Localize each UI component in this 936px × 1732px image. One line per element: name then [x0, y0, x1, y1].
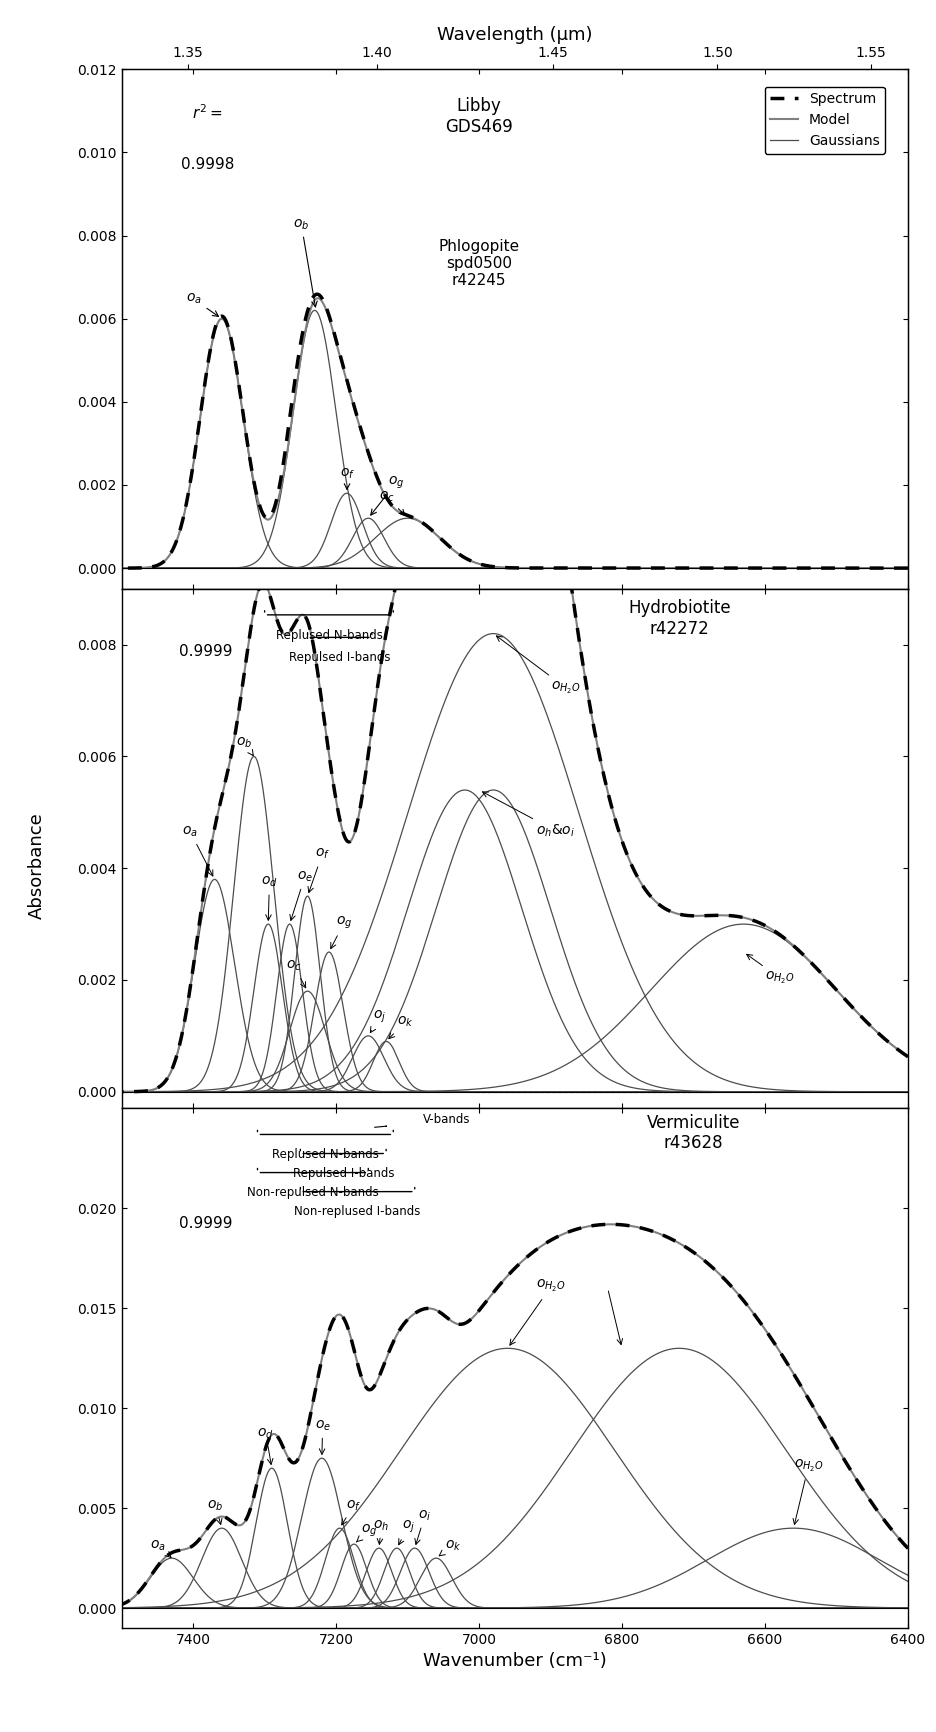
- Text: Phlogopite
spd0500
r42245: Phlogopite spd0500 r42245: [438, 239, 519, 289]
- Text: $o_a$: $o_a$: [186, 293, 218, 317]
- Text: $o_{H_2O}$: $o_{H_2O}$: [747, 954, 795, 986]
- Text: $o_k$: $o_k$: [439, 1538, 461, 1555]
- Text: Hydrobiotite
r42272: Hydrobiotite r42272: [628, 599, 730, 637]
- Text: $o_c$: $o_c$: [286, 960, 306, 987]
- Text: $o_d$: $o_d$: [261, 875, 278, 920]
- Text: $o_g$: $o_g$: [330, 914, 353, 949]
- Text: $o_k$: $o_k$: [388, 1015, 414, 1039]
- Text: $o_i$: $o_i$: [415, 1509, 431, 1545]
- Legend: Spectrum, Model, Gaussians: Spectrum, Model, Gaussians: [765, 87, 885, 154]
- Text: $o_{H_2O}$: $o_{H_2O}$: [510, 1278, 566, 1346]
- Text: $o_e$: $o_e$: [314, 1419, 330, 1455]
- X-axis label: Wavelength (μm): Wavelength (μm): [437, 26, 592, 43]
- Text: $o_b$: $o_b$: [236, 736, 254, 755]
- Text: Replused N-bands: Replused N-bands: [275, 629, 383, 643]
- Text: $o_b$: $o_b$: [208, 1498, 224, 1524]
- Text: $o_h$&$o_i$: $o_h$&$o_i$: [482, 792, 576, 838]
- Text: $o_{H_2O}$: $o_{H_2O}$: [793, 1458, 824, 1524]
- Text: $o_j$: $o_j$: [399, 1519, 415, 1545]
- Text: 0.9999: 0.9999: [179, 1216, 232, 1231]
- Text: $o_h$: $o_h$: [373, 1519, 389, 1545]
- Text: $o_c$: $o_c$: [379, 490, 404, 516]
- Text: Libby
GDS469: Libby GDS469: [446, 97, 513, 135]
- Text: $o_g$: $o_g$: [357, 1522, 377, 1541]
- Text: $o_b$: $o_b$: [293, 216, 317, 307]
- Text: $o_{H_2O}$: $o_{H_2O}$: [496, 636, 580, 696]
- Text: $o_e$: $o_e$: [290, 869, 313, 920]
- Text: V-bands: V-bands: [423, 1112, 470, 1126]
- Text: $r^2=$: $r^2=$: [192, 104, 223, 123]
- Text: $o_f$: $o_f$: [340, 466, 355, 488]
- Text: Repulsed I-bands: Repulsed I-bands: [289, 651, 390, 665]
- Text: $o_j$: $o_j$: [371, 1010, 387, 1032]
- Text: $o_f$: $o_f$: [342, 1498, 361, 1524]
- Text: $o_d$: $o_d$: [257, 1425, 274, 1464]
- Text: Non-replused I-bands: Non-replused I-bands: [294, 1205, 421, 1219]
- Text: 0.9998: 0.9998: [181, 158, 234, 171]
- Text: $o_a$: $o_a$: [151, 1538, 171, 1557]
- Text: Replused N-bands: Replused N-bands: [272, 1148, 379, 1162]
- Text: Repulsed I-bands: Repulsed I-bands: [293, 1167, 394, 1181]
- Text: $o_g$: $o_g$: [371, 475, 403, 514]
- Text: $o_a$: $o_a$: [183, 824, 212, 876]
- Text: Absorbance: Absorbance: [28, 812, 46, 920]
- Text: $o_f$: $o_f$: [308, 847, 329, 892]
- Text: Vermiculite
r43628: Vermiculite r43628: [647, 1114, 740, 1152]
- X-axis label: Wavenumber (cm⁻¹): Wavenumber (cm⁻¹): [423, 1652, 607, 1670]
- Text: Non-repulsed N-bands: Non-repulsed N-bands: [247, 1186, 379, 1200]
- Text: 0.9999: 0.9999: [179, 644, 232, 658]
